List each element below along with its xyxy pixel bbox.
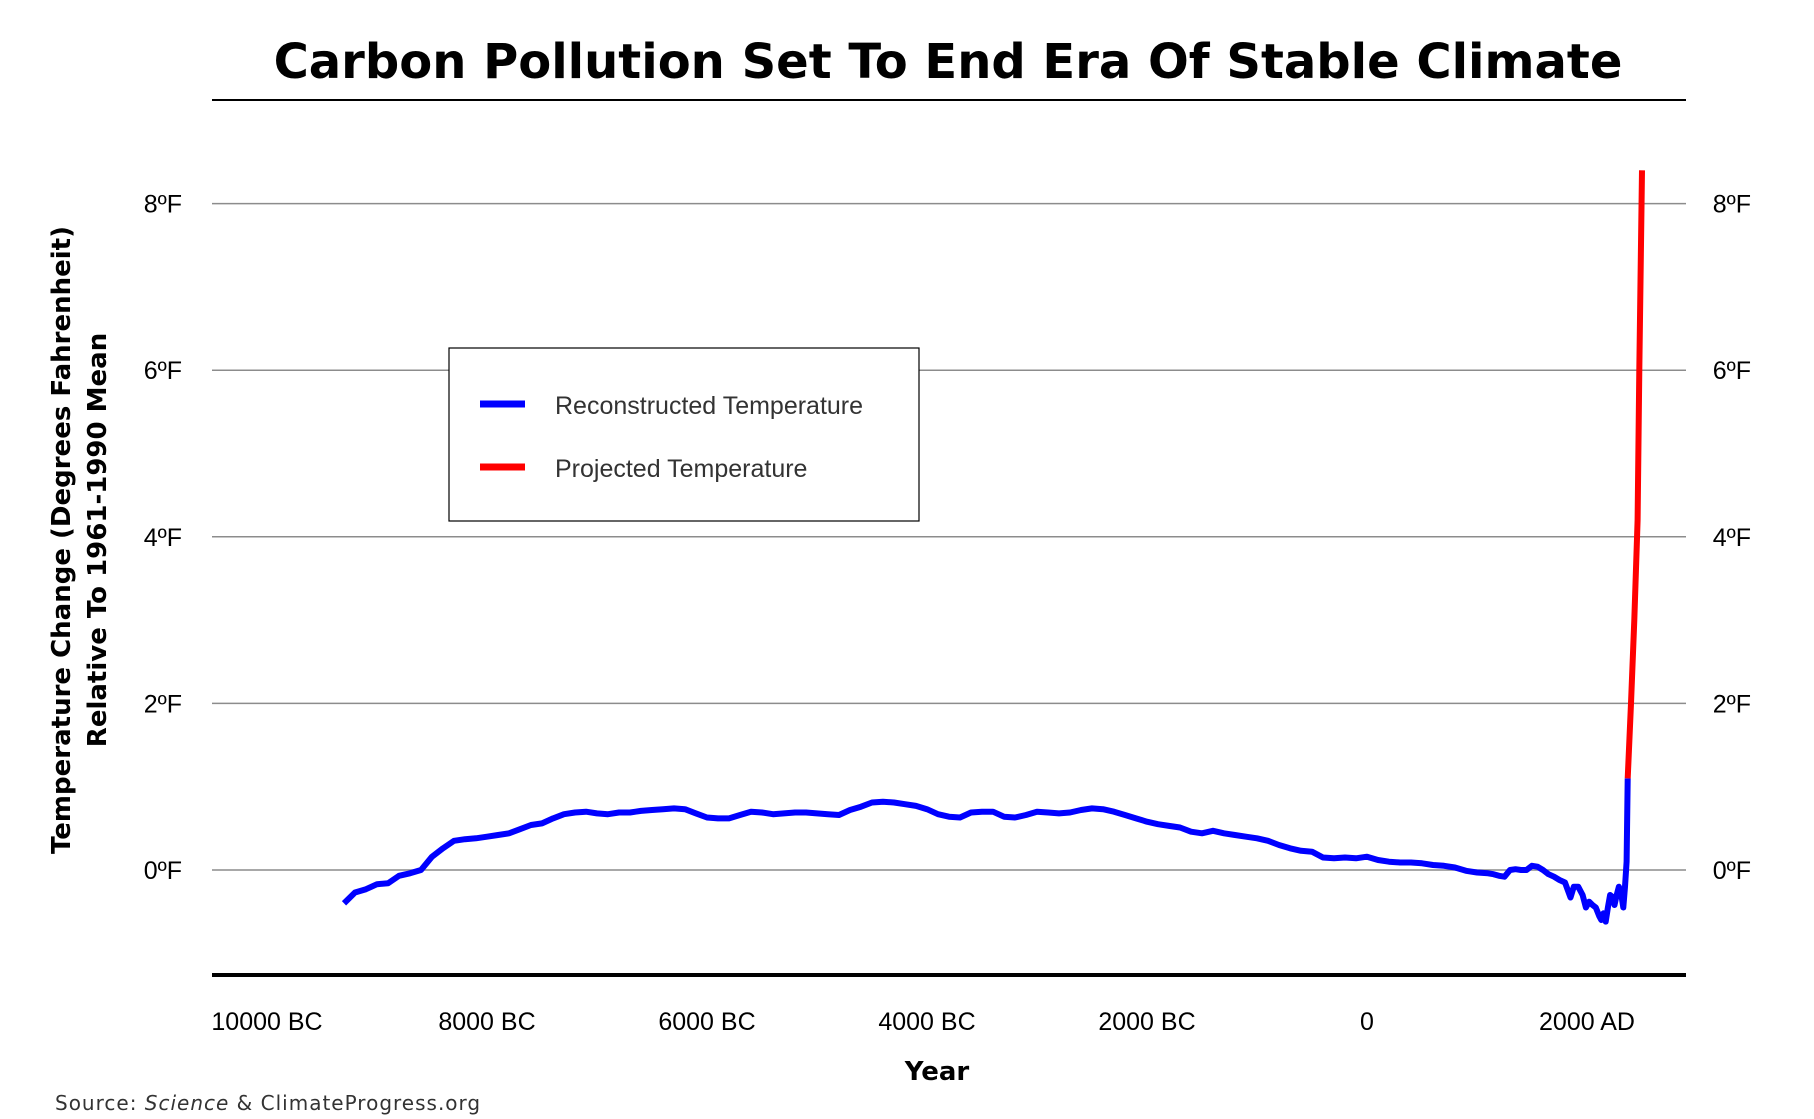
y-tick-label-right-4: 8ºF — [1713, 191, 1751, 219]
x-tick-label-2: 6000 BC — [658, 1008, 755, 1036]
y-tick-label-right-3: 6ºF — [1713, 357, 1751, 385]
y-tick-label-left-2: 4ºF — [144, 524, 182, 552]
x-axis-title: Year — [904, 1057, 970, 1087]
y-axis-title-line2: Relative To 1961-1990 Mean — [83, 333, 113, 747]
x-tick-label-1: 8000 BC — [438, 1008, 535, 1036]
x-tick-label-5: 0 — [1360, 1008, 1374, 1036]
y-tick-label-right-1: 2ºF — [1713, 690, 1751, 718]
legend: Reconstructed Temperature Projected Temp… — [448, 347, 920, 522]
series-line-reconstructed — [341, 778, 1631, 925]
x-tick-label-4: 2000 BC — [1098, 1008, 1195, 1036]
y-axis-title-line1: Temperature Change (Degrees Fahrenheit) — [47, 226, 77, 854]
y-tick-label-left-4: 8ºF — [144, 191, 182, 219]
y-tick-labels: 0ºF 0ºF 2ºF 2ºF 4ºF 4ºF 6ºF 6ºF 8ºF 8ºF — [144, 191, 1751, 885]
source-italic: Science — [145, 1091, 230, 1115]
y-tick-label-left-0: 0ºF — [144, 857, 182, 885]
source-prefix: Source: — [55, 1091, 145, 1115]
legend-box — [448, 347, 920, 522]
gridlines — [212, 202, 1686, 871]
y-tick-label-left-3: 6ºF — [144, 357, 182, 385]
series-lines — [341, 170, 1645, 925]
series-line-projected — [1624, 170, 1645, 779]
y-tick-label-right-0: 0ºF — [1713, 857, 1751, 885]
x-tick-label-0: 10000 BC — [211, 1008, 322, 1036]
source-suffix: & ClimateProgress.org — [229, 1091, 481, 1115]
chart-title: Carbon Pollution Set To End Era Of Stabl… — [274, 34, 1623, 90]
y-tick-label-right-2: 4ºF — [1713, 524, 1751, 552]
x-tick-label-6: 2000 AD — [1539, 1008, 1635, 1036]
y-tick-label-left-1: 2ºF — [144, 690, 182, 718]
x-tick-labels: 10000 BC 8000 BC 6000 BC 4000 BC 2000 BC 0 200… — [211, 1008, 1635, 1036]
x-tick-label-3: 4000 BC — [878, 1008, 975, 1036]
source-note: Source: Science & ClimateProgress.org — [55, 1091, 481, 1115]
legend-label-reconstructed: Reconstructed Temperature — [555, 392, 863, 420]
legend-label-projected: Projected Temperature — [555, 455, 807, 483]
